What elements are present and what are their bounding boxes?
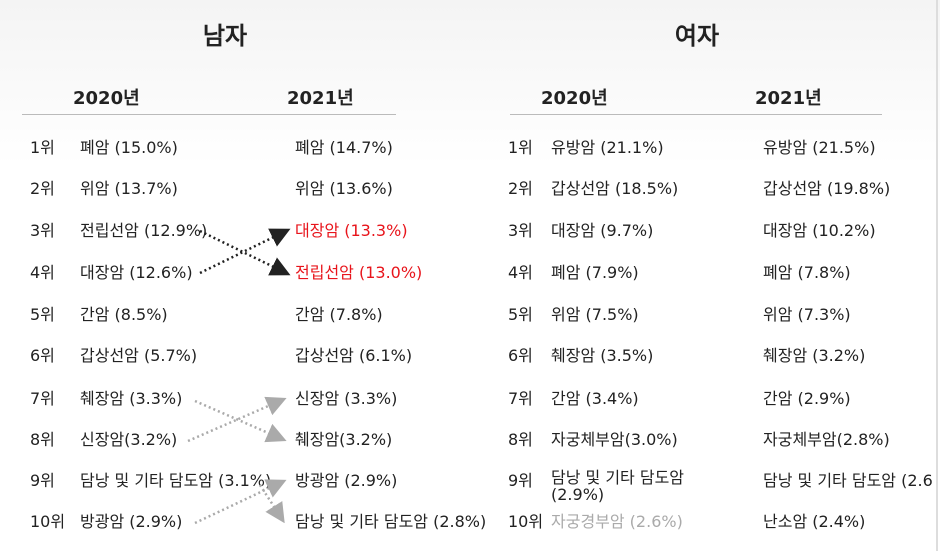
cancer-2021: 폐암 (14.7%)	[295, 138, 393, 157]
cancer-2021: 폐암 (7.8%)	[763, 263, 851, 282]
rank-label: 8위	[30, 430, 55, 449]
cancer-2021: 담낭 및 기타 담도암 (2.8%)	[295, 512, 487, 531]
cancer-2021: 방광암 (2.9%)	[295, 471, 398, 490]
rank-label: 1위	[30, 138, 55, 157]
rank-label: 5위	[508, 305, 533, 324]
cancer-2021: 췌장암 (3.2%)	[763, 346, 866, 365]
rank-label: 7위	[508, 389, 533, 408]
cancer-2021: 난소암 (2.4%)	[763, 512, 866, 531]
cancer-2020: 폐암 (7.9%)	[551, 263, 639, 282]
arrow-kidney-up	[187, 396, 287, 443]
arrow-colorectal-up	[199, 228, 291, 275]
rank-label: 1위	[508, 138, 533, 157]
women-year-2021: 2021년	[755, 88, 822, 109]
cancer-2020: 간암 (8.5%)	[80, 305, 168, 324]
rank-label: 8위	[508, 430, 533, 449]
rank-label: 5위	[30, 305, 55, 324]
cancer-2021: 전립선암 (13.0%)	[295, 263, 423, 282]
women-year-2020: 2020년	[541, 88, 608, 109]
women-title: 여자	[674, 22, 720, 50]
cancer-2020: 담낭 및 기타 담도암 (3.1%)	[80, 471, 272, 490]
rank-label: 6위	[30, 346, 55, 365]
cancer-2021: 갑상선암 (19.8%)	[763, 179, 891, 198]
right-border	[936, 0, 938, 551]
cancer-2020: 방광암 (2.9%)	[80, 512, 183, 531]
rank-label: 6위	[508, 346, 533, 365]
cancer-2020: 대장암 (12.6%)	[80, 263, 193, 282]
cancer-2020: 전립선암 (12.9%)	[80, 221, 208, 240]
arrow-pancreas-down	[194, 399, 287, 443]
cancer-2021: 위암 (13.6%)	[295, 179, 393, 198]
cancer-2020: 위암 (7.5%)	[551, 305, 639, 324]
cancer-2021: 췌장암(3.2%)	[295, 430, 393, 449]
men-year-2021: 2021년	[287, 88, 354, 109]
rank-label: 10위	[30, 512, 66, 531]
rank-label: 9위	[508, 471, 533, 490]
arrow-prostate-down	[199, 229, 291, 276]
rank-label: 2위	[30, 179, 55, 198]
cancer-2020: 폐암 (15.0%)	[80, 138, 178, 157]
cancer-2021: 위암 (7.3%)	[763, 305, 851, 324]
cancer-2020: 갑상선암 (18.5%)	[551, 179, 679, 198]
cancer-2020: 자궁체부암(3.0%)	[551, 430, 678, 449]
cancer-2020: 자궁경부암 (2.6%)	[551, 512, 683, 531]
rank-label: 4위	[30, 263, 55, 282]
cancer-2021: 자궁체부암(2.8%)	[763, 430, 890, 449]
men-title: 남자	[202, 22, 248, 50]
cancer-2021: 대장암 (10.2%)	[763, 221, 876, 240]
rank-label: 2위	[508, 179, 533, 198]
rank-label: 4위	[508, 263, 533, 282]
cancer-2020: 유방암 (21.1%)	[551, 138, 664, 157]
cancer-2021: 간암 (2.9%)	[763, 389, 851, 408]
rank-label: 3위	[508, 221, 533, 240]
cancer-2020: 위암 (13.7%)	[80, 179, 178, 198]
cancer-2021: 신장암 (3.3%)	[295, 389, 398, 408]
cancer-2020: 대장암 (9.7%)	[551, 221, 654, 240]
cancer-2020: 췌장암 (3.3%)	[80, 389, 183, 408]
rank-label: 7위	[30, 389, 55, 408]
cancer-2020: 갑상선암 (5.7%)	[80, 346, 198, 365]
men-year-2020: 2020년	[73, 88, 140, 109]
men-header-divider	[22, 114, 396, 115]
cancer-2020: 간암 (3.4%)	[551, 389, 639, 408]
cancer-2020: 담낭 및 기타 담도암 (2.9%)	[551, 468, 685, 504]
rank-label: 3위	[30, 221, 55, 240]
cancer-2021: 담낭 및 기타 담도암 (2.6	[763, 471, 933, 490]
cancer-2021: 간암 (7.8%)	[295, 305, 383, 324]
cancer-2021: 대장암 (13.3%)	[295, 221, 408, 240]
cancer-2021: 유방암 (21.5%)	[763, 138, 876, 157]
cancer-2021: 갑상선암 (6.1%)	[295, 346, 413, 365]
rank-label: 10위	[508, 512, 544, 531]
women-header-divider	[510, 114, 882, 115]
arrow-bladder-up	[194, 479, 287, 525]
cancer-2020: 신장암(3.2%)	[80, 430, 178, 449]
rank-label: 9위	[30, 471, 55, 490]
cancer-2020: 췌장암 (3.5%)	[551, 346, 654, 365]
